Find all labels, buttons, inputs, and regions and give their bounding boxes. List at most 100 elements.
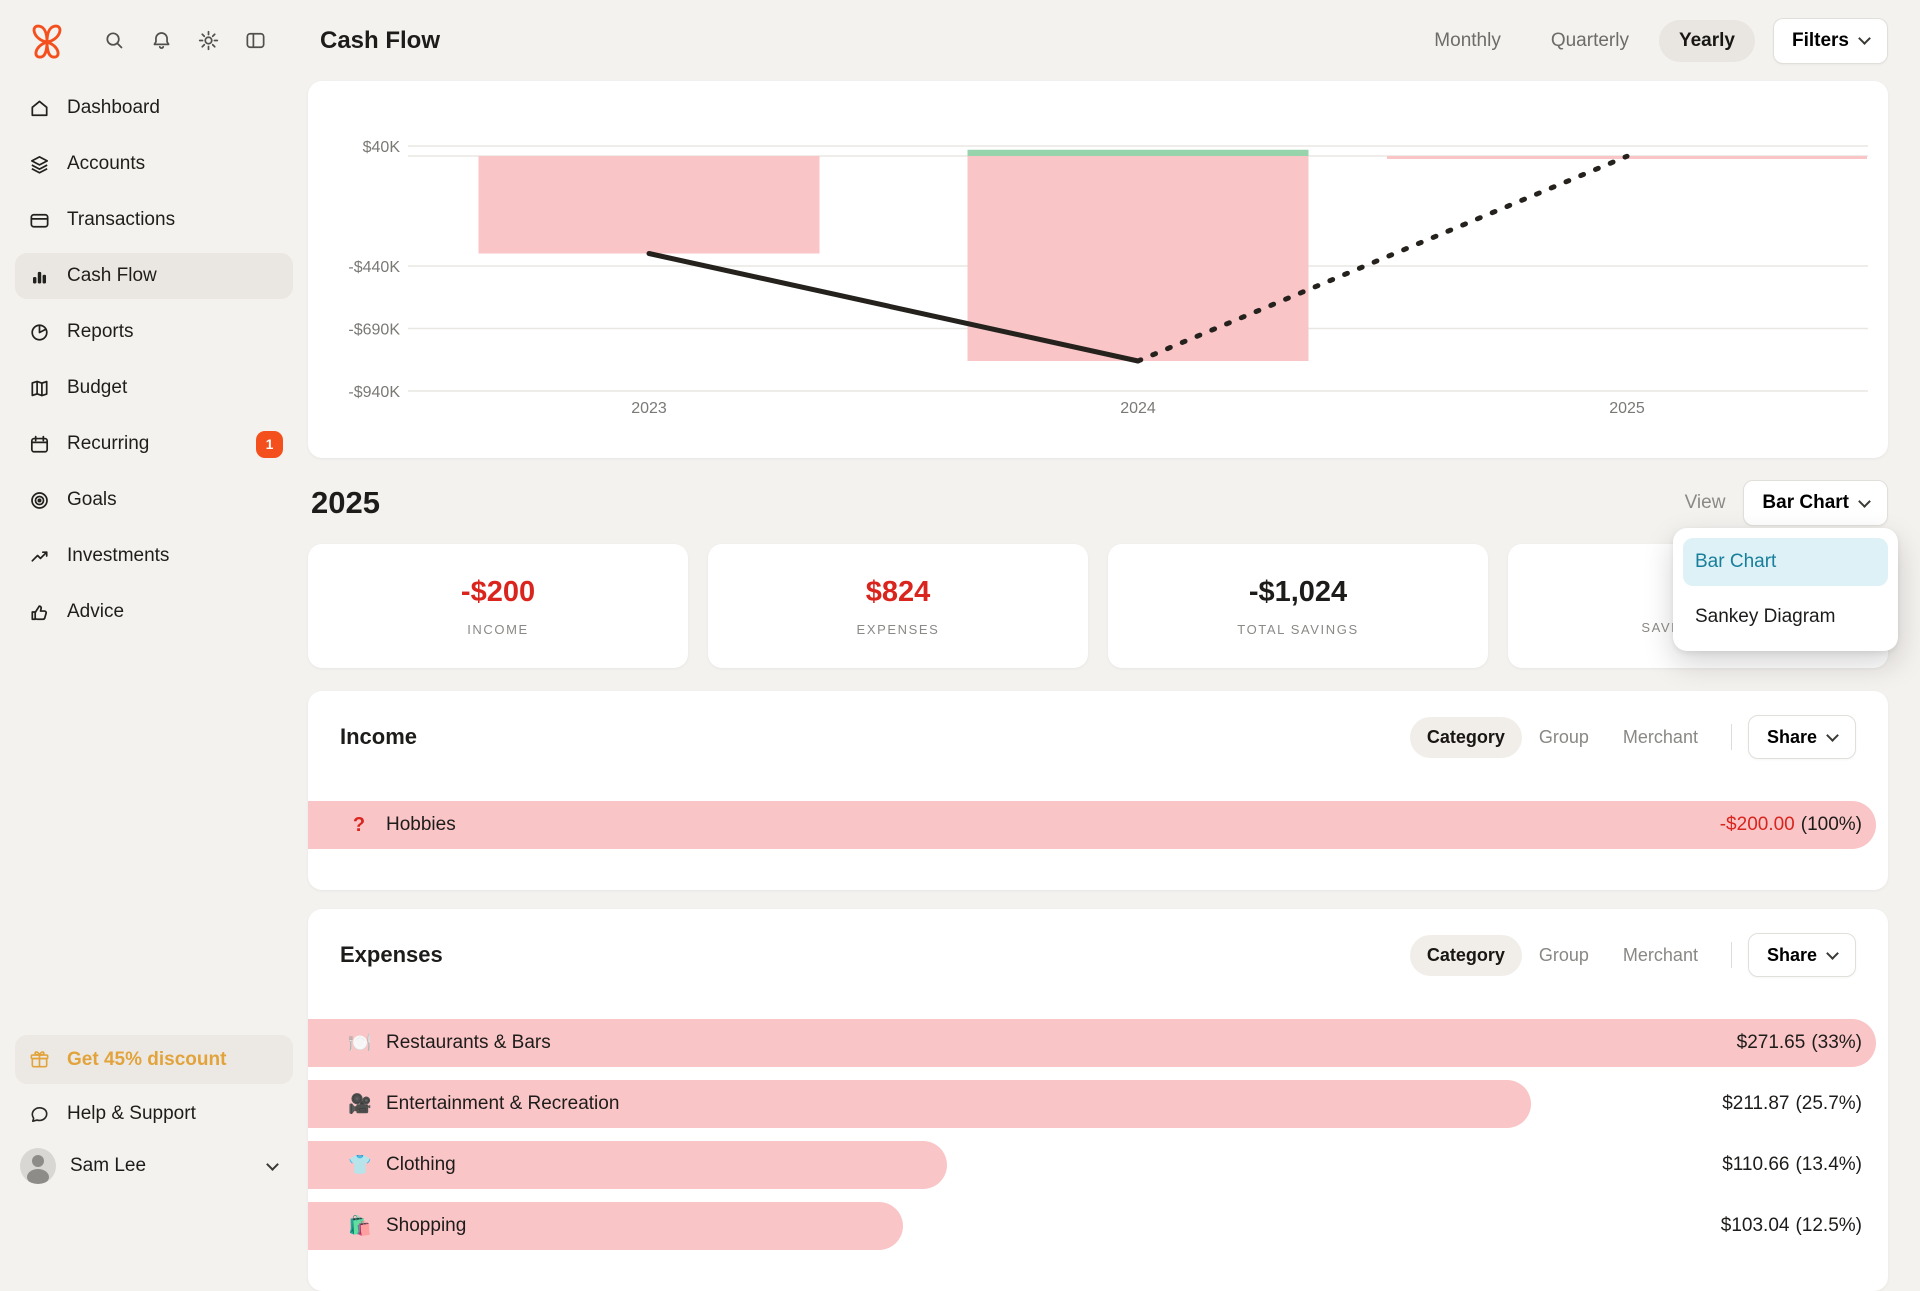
monarch-logo-icon[interactable] (26, 20, 68, 62)
chevron-down-icon (1826, 946, 1839, 960)
chat-bubble-icon (31, 1106, 48, 1122)
tab-yearly[interactable]: Yearly (1658, 19, 1755, 62)
sidebar-toggle-icon[interactable] (243, 29, 267, 53)
period-controls: Monthly Quarterly Yearly Filters (1414, 17, 1888, 64)
sidebar-item-advice[interactable]: Advice (15, 589, 293, 635)
stat-value: -$1,024 (1248, 575, 1348, 608)
stat-label: TOTAL SAVINGS (1237, 621, 1359, 637)
sidebar-item-accounts[interactable]: Accounts (15, 141, 293, 187)
tab-group[interactable]: Group (1538, 726, 1589, 747)
tab-quarterly[interactable]: Quarterly (1550, 29, 1629, 51)
sidebar-item-goals[interactable]: Goals (15, 477, 293, 523)
tab-group[interactable]: Group (1538, 944, 1589, 965)
category-label-group: 🍽️ Restaurants & Bars (348, 1019, 551, 1067)
page-header: Cash Flow Monthly Quarterly Yearly Filte… (308, 0, 1888, 81)
view-select-button[interactable]: Bar Chart (1743, 480, 1888, 526)
user-menu[interactable]: Sam Lee (15, 1144, 293, 1188)
help-support-button[interactable]: Help & Support (15, 1092, 293, 1136)
svg-text:$40K: $40K (363, 139, 401, 156)
sidebar-bottom: Get 45% discount Help & Support Sam Lee (15, 1035, 293, 1200)
category-bar (308, 1080, 1531, 1128)
tab-monthly[interactable]: Monthly (1434, 29, 1501, 51)
income-rows: ? Hobbies -$200.00 (100%) (308, 801, 1888, 849)
bar-chart-icon (32, 271, 47, 283)
expenses-title: Expenses (340, 942, 443, 967)
category-label-group: 🎥 Entertainment & Recreation (348, 1080, 619, 1128)
cashflow-chart[interactable]: $40K -$440K -$690K -$940K 2023 2024 2025 (308, 81, 1888, 458)
share-label: Share (1766, 726, 1817, 747)
sidebar-item-label: Budget (67, 377, 128, 398)
sidebar-item-label: Recurring (67, 433, 150, 454)
menu-item-sankey-diagram[interactable]: Sankey Diagram (1695, 606, 1836, 627)
category-icon: 🛍️ (348, 1216, 372, 1237)
view-select-group: View Bar Chart (1685, 480, 1888, 526)
calendar-icon (30, 435, 49, 453)
tab-category[interactable]: Category (1409, 934, 1522, 976)
category-label: Shopping (386, 1215, 467, 1236)
sidebar-item-cash-flow[interactable]: Cash Flow (15, 253, 293, 299)
sidebar-top-bar (15, 0, 293, 81)
category-bar (308, 1141, 947, 1189)
credit-card-icon (30, 213, 49, 228)
filters-button[interactable]: Filters (1772, 17, 1888, 64)
income-title: Income (340, 724, 418, 749)
category-value: $211.87 (25.7%) (1722, 1093, 1862, 1114)
filters-label: Filters (1791, 29, 1849, 51)
page-title: Cash Flow (320, 26, 441, 54)
map-icon (31, 380, 48, 396)
category-row[interactable]: 🛍️ Shopping $103.04 (12.5%) (308, 1202, 1876, 1250)
category-row[interactable]: 🎥 Entertainment & Recreation $211.87 (25.7%… (308, 1080, 1876, 1128)
category-label: Clothing (386, 1154, 456, 1175)
divider (1730, 724, 1732, 750)
sidebar-item-recurring[interactable]: Recurring 1 (15, 421, 293, 467)
year-section-header: 2025 View Bar Chart (308, 478, 1888, 528)
category-value: $271.65 (33%) (1736, 1032, 1862, 1053)
target-icon (31, 491, 48, 509)
menu-item-bar-chart[interactable]: Bar Chart (1683, 538, 1888, 586)
category-bar (308, 801, 1876, 849)
view-label: View (1684, 492, 1726, 513)
sidebar-item-transactions[interactable]: Transactions (15, 197, 293, 243)
sidebar-nav: Dashboard Accounts Transactions Cash Flo… (15, 85, 293, 635)
tab-category[interactable]: Category (1409, 716, 1522, 758)
pie-chart-icon (31, 323, 48, 341)
sidebar-item-dashboard[interactable]: Dashboard (15, 85, 293, 131)
svg-text:-$690K: -$690K (348, 322, 400, 339)
gift-icon (30, 1051, 49, 1068)
main-content: Cash Flow Monthly Quarterly Yearly Filte… (308, 0, 1888, 1291)
sidebar-item-label: Advice (67, 601, 125, 622)
notifications-bell-icon[interactable] (149, 29, 173, 53)
category-row[interactable]: 👕 Clothing $110.66 (13.4%) (308, 1141, 1876, 1189)
settings-gear-icon[interactable] (196, 29, 220, 53)
help-label: Help & Support (67, 1103, 196, 1124)
share-button[interactable]: Share (1747, 715, 1856, 759)
share-label: Share (1766, 944, 1817, 965)
sidebar-item-budget[interactable]: Budget (15, 365, 293, 411)
trend-up-icon (31, 550, 48, 562)
category-row[interactable]: ? Hobbies -$200.00 (100%) (308, 801, 1876, 849)
stat-value: -$200 (460, 575, 536, 608)
category-label: Hobbies (386, 814, 456, 835)
divider (1730, 942, 1732, 968)
share-button[interactable]: Share (1747, 933, 1856, 977)
home-icon (31, 100, 48, 116)
category-value: $103.04 (12.5%) (1720, 1215, 1862, 1236)
chevron-down-icon (1858, 32, 1871, 45)
discount-label: Get 45% discount (67, 1048, 227, 1070)
category-icon: ? (352, 813, 366, 836)
category-row[interactable]: 🍽️ Restaurants & Bars $271.65 (33%) (308, 1019, 1876, 1067)
thumbs-up-icon (31, 604, 48, 620)
sidebar-item-reports[interactable]: Reports (15, 309, 293, 355)
search-icon[interactable] (102, 29, 126, 53)
year-title: 2025 (311, 485, 380, 520)
expenses-controls: Category Group Merchant Share (1409, 933, 1856, 977)
expenses-header: Expenses Category Group Merchant Share (308, 933, 1888, 977)
tab-merchant[interactable]: Merchant (1622, 726, 1698, 747)
category-value: $110.66 (13.4%) (1722, 1154, 1862, 1175)
tab-merchant[interactable]: Merchant (1622, 944, 1698, 965)
sidebar-item-investments[interactable]: Investments (15, 533, 293, 579)
discount-offer-button[interactable]: Get 45% discount (15, 1035, 293, 1084)
chevron-down-icon (1858, 494, 1871, 508)
svg-text:-$440K: -$440K (348, 259, 400, 276)
view-dropdown-menu: Bar Chart Sankey Diagram (1673, 528, 1898, 651)
